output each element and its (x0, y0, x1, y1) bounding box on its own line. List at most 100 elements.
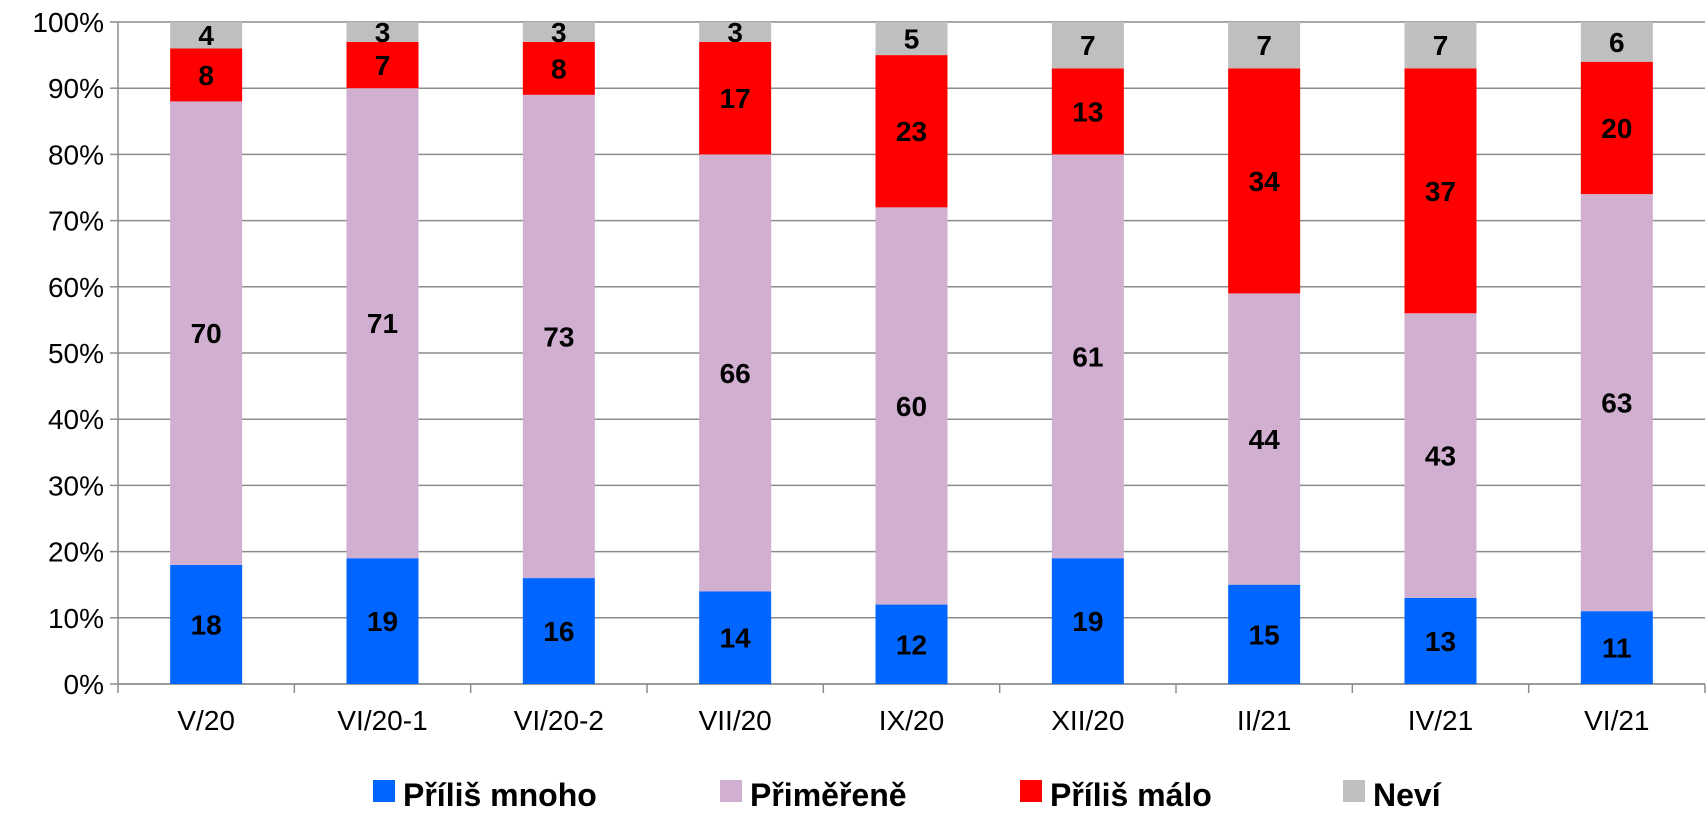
bar-segment (1051, 22, 1124, 69)
y-tick-label: 10% (48, 603, 104, 634)
bar-segment (699, 22, 772, 42)
bar-segment (346, 22, 419, 42)
bar-segment (170, 48, 243, 102)
data-label: 23 (896, 116, 927, 147)
y-tick-label: 20% (48, 537, 104, 568)
y-tick-label: 100% (32, 7, 104, 38)
data-label: 7 (1256, 30, 1272, 61)
data-label: 5 (904, 24, 920, 55)
legend-swatch (720, 780, 742, 802)
legend-label: Neví (1373, 777, 1442, 813)
data-label: 15 (1249, 619, 1280, 650)
bar-segment (699, 154, 772, 592)
legend: Příliš mnoho Přiměřeně Příliš málo Neví (373, 777, 1442, 813)
bar-segment (346, 88, 419, 559)
legend-swatch (1343, 780, 1365, 802)
y-tick-label: 80% (48, 139, 104, 170)
x-tick-label: IV/21 (1408, 705, 1473, 736)
bar-segment (1228, 584, 1301, 684)
x-tick-label: VII/20 (699, 705, 772, 736)
data-label: 11 (1602, 633, 1632, 664)
data-label: 7 (1080, 30, 1096, 61)
bar-segment (522, 22, 595, 42)
bar-segment (1228, 22, 1301, 69)
data-label: 17 (720, 83, 751, 114)
x-tick-label: VI/21 (1584, 705, 1649, 736)
legend-swatch (1020, 780, 1042, 802)
x-tick-label: VI/20-2 (514, 705, 604, 736)
y-tick-label: 40% (48, 404, 104, 435)
y-tick-label: 0% (64, 669, 104, 700)
y-tick-label: 50% (48, 338, 104, 369)
data-label: 4 (198, 20, 214, 51)
bar-segment (170, 22, 243, 49)
bar-segment (1580, 194, 1653, 612)
legend-swatch (373, 780, 395, 802)
bar-segment (875, 604, 948, 684)
legend-label: Příliš mnoho (403, 777, 597, 813)
bar-segment (1580, 61, 1653, 195)
data-label: 8 (551, 53, 567, 84)
data-label: 44 (1249, 424, 1281, 455)
y-tick-label: 30% (48, 470, 104, 501)
data-label: 14 (720, 623, 752, 654)
bar-segment (346, 41, 419, 89)
bar-segment (522, 578, 595, 684)
data-label: 13 (1425, 626, 1456, 657)
data-label: 3 (727, 17, 743, 48)
bars (170, 22, 1653, 684)
data-label: 7 (1433, 30, 1449, 61)
bar-segment (1580, 22, 1653, 62)
bar-segment (1404, 313, 1477, 598)
bar-segment (1404, 68, 1477, 314)
bar-segment (170, 564, 243, 684)
x-tick-label: VI/20-1 (337, 705, 427, 736)
legend-label: Přiměřeně (750, 777, 907, 813)
data-label: 19 (1072, 606, 1103, 637)
data-label: 16 (543, 616, 574, 647)
bar-segment (1228, 293, 1301, 585)
data-labels: 1870841971731673831466173126023519611371… (191, 17, 1633, 664)
data-label: 20 (1601, 113, 1632, 144)
bar-segment (1404, 22, 1477, 69)
bar-segment (1051, 68, 1124, 155)
data-label: 61 (1072, 341, 1103, 372)
bar-segment (1051, 558, 1124, 684)
bar-segment (1051, 154, 1124, 559)
bar-segment (699, 41, 772, 155)
data-label: 19 (367, 606, 398, 637)
bar-segment (699, 591, 772, 684)
data-label: 12 (896, 629, 927, 660)
data-label: 66 (720, 358, 751, 389)
bar-segment (522, 41, 595, 95)
data-label: 3 (551, 17, 567, 48)
data-label: 6 (1609, 27, 1625, 58)
bar-segment (1228, 68, 1301, 294)
data-label: 71 (367, 308, 398, 339)
x-tick-label: XII/20 (1051, 705, 1124, 736)
data-label: 70 (191, 318, 222, 349)
data-label: 3 (375, 17, 391, 48)
bar-segment (875, 207, 948, 605)
data-label: 13 (1072, 96, 1103, 127)
data-label: 34 (1249, 166, 1281, 197)
x-tick-label: V/20 (177, 705, 235, 736)
bar-segment (522, 94, 595, 579)
bar-segment (170, 101, 243, 565)
bar-segment (346, 558, 419, 684)
data-label: 8 (198, 60, 214, 91)
data-label: 73 (543, 321, 574, 352)
x-tick-label: II/21 (1237, 705, 1291, 736)
bar-segment (1404, 597, 1477, 684)
data-label: 37 (1425, 176, 1456, 207)
data-label: 63 (1601, 388, 1632, 419)
x-tick-label: IX/20 (879, 705, 944, 736)
legend-label: Příliš málo (1050, 777, 1212, 813)
data-label: 43 (1425, 441, 1456, 472)
data-label: 60 (896, 391, 927, 422)
bar-segment (875, 22, 948, 56)
y-tick-label: 70% (48, 206, 104, 237)
bar-segment (875, 55, 948, 208)
